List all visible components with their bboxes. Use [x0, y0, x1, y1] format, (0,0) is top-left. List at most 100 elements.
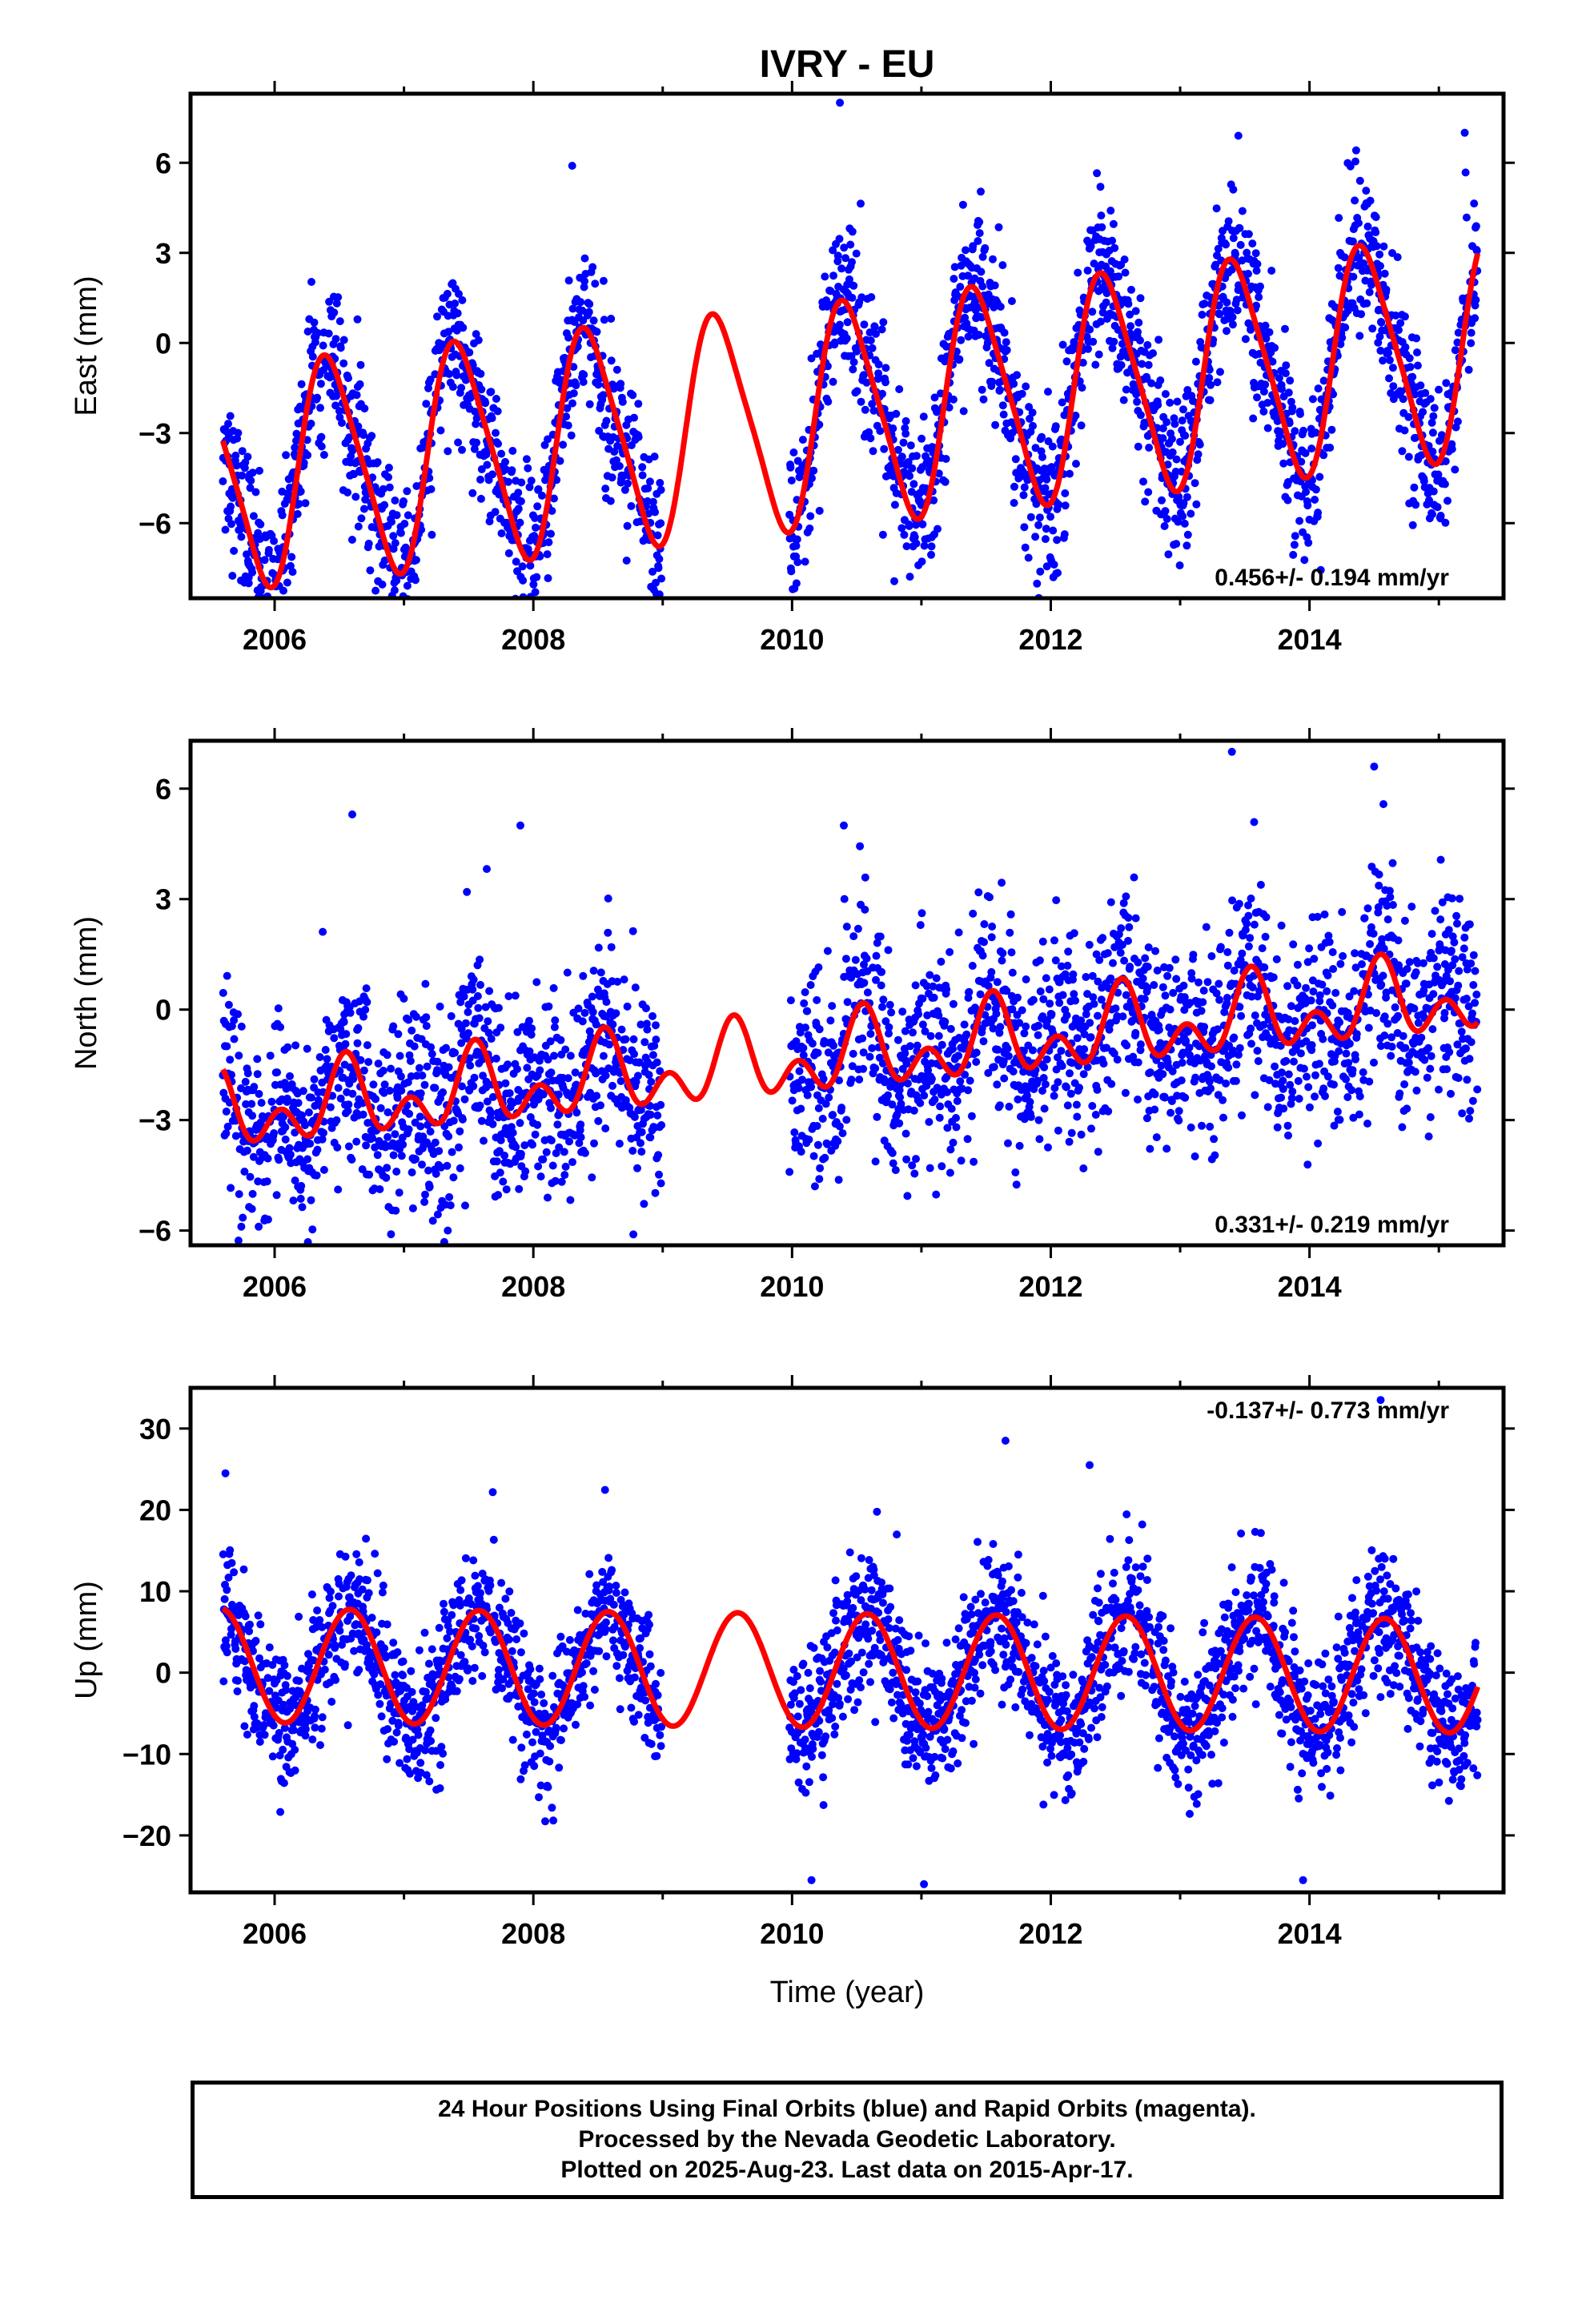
- data-point: [896, 1093, 905, 1102]
- data-point: [990, 1063, 998, 1072]
- data-point: [469, 1082, 478, 1091]
- data-point: [1281, 369, 1290, 378]
- data-point: [1311, 1071, 1319, 1080]
- data-point: [1178, 416, 1186, 425]
- data-point: [539, 1155, 548, 1164]
- data-point: [1018, 389, 1026, 398]
- data-point: [1144, 360, 1153, 369]
- data-point: [1140, 995, 1149, 1003]
- data-point: [1379, 242, 1388, 251]
- data-point: [458, 296, 467, 304]
- data-point: [653, 601, 661, 609]
- data-point: [1244, 942, 1253, 951]
- data-point: [865, 328, 874, 337]
- data-point: [291, 1128, 299, 1137]
- data-point: [444, 328, 453, 336]
- data-point: [815, 420, 824, 429]
- data-point: [1179, 405, 1187, 414]
- data-point: [392, 511, 401, 520]
- data-point: [283, 1043, 292, 1051]
- data-point: [630, 1050, 638, 1059]
- data-point: [1365, 287, 1374, 296]
- data-point: [646, 1111, 655, 1119]
- data-point: [909, 480, 918, 489]
- data-point: [1288, 404, 1297, 412]
- data-point: [918, 520, 927, 529]
- data-point: [1173, 397, 1182, 406]
- data-point: [1276, 1041, 1285, 1050]
- data-point: [879, 318, 888, 327]
- data-point: [1303, 501, 1312, 510]
- data-point: [1199, 998, 1207, 1007]
- data-point: [1142, 1114, 1151, 1123]
- data-point: [1291, 1017, 1299, 1025]
- data-point: [1094, 1148, 1102, 1156]
- data-point: [1163, 971, 1172, 980]
- data-point: [533, 1120, 542, 1129]
- data-point: [1191, 1152, 1199, 1160]
- data-point: [1461, 168, 1470, 177]
- data-point: [527, 476, 536, 485]
- data-point: [1071, 412, 1080, 420]
- data-point: [964, 1086, 973, 1095]
- data-point: [589, 967, 598, 975]
- data-point: [1393, 253, 1402, 262]
- data-point: [1261, 321, 1270, 330]
- data-point: [873, 939, 881, 947]
- data-point: [1254, 1057, 1263, 1065]
- data-point: [972, 1048, 981, 1057]
- data-point: [633, 1072, 642, 1080]
- data-point: [472, 438, 481, 447]
- data-point: [826, 1016, 835, 1025]
- data-point: [497, 529, 506, 537]
- data-point: [1227, 265, 1236, 274]
- data-point: [554, 1090, 563, 1099]
- data-point: [1355, 1092, 1364, 1100]
- data-point: [404, 1125, 413, 1134]
- data-point: [1168, 1067, 1177, 1076]
- data-point: [568, 1158, 576, 1167]
- data-point: [616, 380, 625, 388]
- data-point: [1284, 1070, 1293, 1079]
- data-point: [1067, 1128, 1076, 1137]
- data-point: [488, 1092, 497, 1101]
- outlier-point: [244, 579, 253, 588]
- outlier-point: [568, 162, 576, 170]
- data-point: [634, 400, 643, 408]
- data-point: [955, 355, 964, 364]
- data-point: [456, 1127, 464, 1136]
- data-point: [445, 370, 454, 378]
- data-point: [640, 1038, 649, 1047]
- data-point: [1244, 230, 1253, 239]
- data-point: [1110, 1049, 1118, 1058]
- data-point: [1168, 448, 1177, 456]
- data-point: [835, 1076, 843, 1085]
- data-point: [656, 519, 665, 528]
- data-point: [797, 1148, 805, 1156]
- data-point: [1134, 318, 1143, 327]
- data-point: [608, 1020, 617, 1029]
- data-point: [1179, 981, 1188, 990]
- data-point: [648, 600, 656, 608]
- data-point: [588, 263, 597, 271]
- data-point: [384, 472, 392, 481]
- data-point: [1070, 990, 1078, 999]
- data-point: [1035, 956, 1044, 965]
- data-point: [612, 1009, 620, 1018]
- data-point: [1153, 966, 1162, 975]
- data-point: [1231, 250, 1239, 259]
- data-point: [1091, 1111, 1100, 1119]
- data-point: [953, 1096, 962, 1105]
- data-point: [1165, 963, 1174, 972]
- data-point: [293, 509, 302, 518]
- data-point: [237, 533, 246, 541]
- data-point: [1247, 1024, 1255, 1033]
- data-point: [621, 1035, 630, 1043]
- data-point: [1351, 157, 1359, 166]
- data-point: [880, 444, 889, 453]
- data-point: [1315, 1059, 1323, 1068]
- data-point: [1225, 928, 1234, 937]
- data-point: [1389, 395, 1398, 404]
- x-tick-label: 2008: [501, 623, 565, 656]
- data-point: [332, 392, 340, 400]
